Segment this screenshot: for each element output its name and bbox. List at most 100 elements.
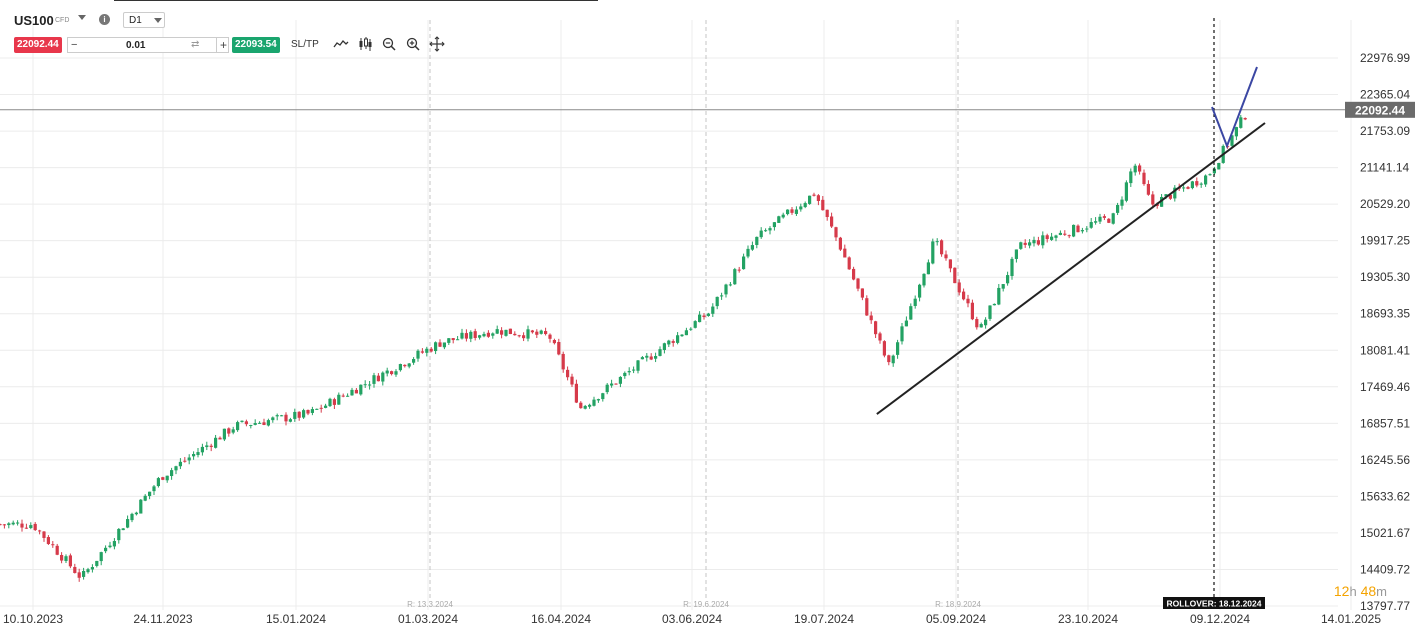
candle-bullish (482, 333, 486, 337)
candle-bearish (1067, 235, 1071, 237)
candle-bullish (385, 370, 389, 374)
candle-bearish (522, 335, 526, 339)
lot-increase-button[interactable]: + (216, 38, 227, 52)
y-tick-label: 18693.35 (1360, 307, 1410, 321)
candle-bullish (258, 422, 262, 424)
timeframe-select[interactable]: D1 (123, 12, 165, 28)
candle-bearish (341, 395, 345, 397)
rollover-marker-label: R: 19.6.2024 (683, 600, 729, 609)
candle-bullish (112, 541, 116, 547)
candle-bullish (315, 408, 319, 410)
candle-bullish (526, 329, 530, 339)
candle-bearish (962, 291, 966, 300)
candle-bullish (1116, 204, 1120, 213)
candle-bullish (706, 313, 710, 316)
candle-bearish (227, 428, 231, 434)
candle-bullish (1094, 221, 1098, 223)
candle-bullish (1032, 239, 1036, 244)
candle-bullish (1098, 216, 1102, 222)
candle-bullish (139, 499, 143, 514)
candle-bearish (1186, 187, 1190, 189)
candle-bullish (328, 398, 332, 407)
candle-bullish (90, 567, 94, 570)
candle-bullish (11, 522, 15, 525)
info-icon[interactable]: i (99, 14, 110, 25)
candle-bullish (381, 372, 385, 382)
candle-bearish (332, 399, 336, 405)
candle-bullish (1182, 187, 1186, 189)
zoom-in-icon[interactable] (405, 36, 421, 52)
sltp-button[interactable]: SL/TP (291, 39, 319, 50)
candle-bullish (1160, 197, 1164, 207)
y-tick-label: 13797.77 (1360, 599, 1410, 613)
candle-bearish (354, 389, 358, 394)
buy-price-button[interactable]: 22093.54 (232, 37, 280, 53)
candle-bullish (504, 329, 508, 336)
candle-bullish (143, 495, 147, 501)
candle-bullish (372, 375, 376, 384)
y-tick-label: 22365.04 (1360, 88, 1410, 102)
lot-size-stepper[interactable]: − 0.01 ⇄ + (67, 37, 229, 53)
projection-path (1211, 66, 1258, 149)
candle-bullish (249, 425, 253, 427)
candle-bullish (231, 429, 235, 433)
line-chart-icon[interactable] (333, 36, 349, 52)
candle-bullish (425, 348, 429, 353)
candle-bullish (764, 230, 768, 232)
candle-bearish (262, 422, 266, 425)
candle-bearish (20, 523, 24, 528)
candle-bearish (579, 402, 583, 409)
candle-bullish (1080, 230, 1084, 232)
countdown-minutes: 48 (1360, 583, 1377, 599)
candle-bearish (1138, 165, 1142, 172)
candle-bullish (640, 357, 644, 360)
candle-bullish (742, 256, 746, 270)
crosshair-move-icon[interactable] (429, 36, 445, 52)
candle-bullish (165, 475, 169, 481)
x-tick-label: 19.07.2024 (794, 612, 854, 626)
candle-bullish (601, 393, 605, 400)
x-tick-label: 03.06.2024 (662, 612, 722, 626)
candle-bullish (918, 284, 922, 298)
candle-bullish (442, 342, 446, 348)
candle-bullish (755, 236, 759, 245)
candle-bullish (926, 262, 930, 275)
candle-bearish (975, 319, 979, 328)
candle-bullish (156, 478, 160, 487)
candle-bearish (1107, 218, 1111, 223)
sell-price-button[interactable]: 22092.44 (14, 37, 62, 53)
swap-icon[interactable]: ⇄ (191, 39, 200, 50)
candle-bearish (451, 338, 455, 341)
timeframe-dropdown-icon[interactable] (154, 18, 162, 23)
candlestick-icon[interactable] (357, 36, 373, 52)
candle-bullish (205, 445, 209, 448)
symbol-dropdown-icon[interactable] (78, 15, 86, 20)
x-tick-label: 16.04.2024 (531, 612, 591, 626)
lot-decrease-button[interactable]: − (71, 39, 78, 51)
lot-size-value[interactable]: 0.01 (126, 40, 146, 51)
candle-bullish (680, 334, 684, 337)
candle-bearish (790, 209, 794, 213)
candle-bullish (1208, 174, 1212, 176)
candle-bearish (548, 334, 552, 339)
candle-bearish (1036, 240, 1040, 245)
candle-bullish (416, 350, 420, 359)
zoom-out-icon[interactable] (381, 36, 397, 52)
candle-bullish (720, 295, 724, 297)
x-tick-label: 10.10.2023 (3, 612, 63, 626)
candle-bearish (508, 328, 512, 335)
candle-bullish (658, 349, 662, 356)
candle-bullish (632, 369, 636, 371)
current-price-label: 22092.44 (1355, 103, 1405, 117)
symbol-name[interactable]: US100 (14, 13, 54, 28)
candle-bullish (1014, 249, 1018, 259)
candle-bearish (218, 437, 222, 440)
candle-bearish (183, 460, 187, 462)
candle-bullish (293, 411, 297, 419)
candle-bearish (570, 376, 574, 385)
candle-bullish (200, 446, 204, 453)
candle-bullish (645, 355, 649, 358)
candle-bearish (2, 524, 6, 526)
candle-bullish (610, 383, 614, 386)
